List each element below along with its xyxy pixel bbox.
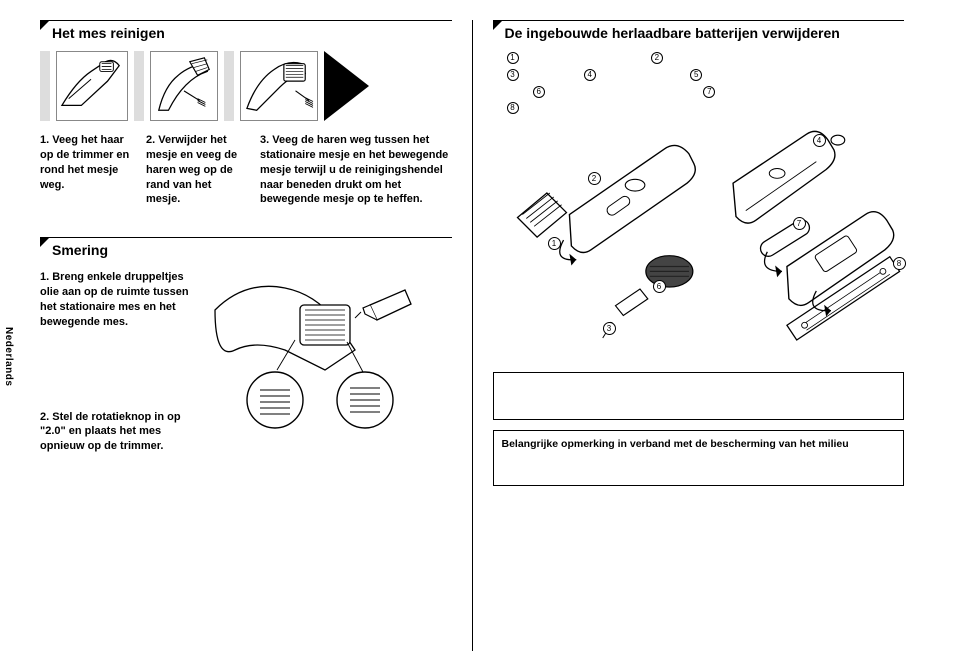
notice-box-environment: Belangrijke opmerking in verband met de … [493, 430, 905, 486]
circled-3-icon: 3 [507, 69, 519, 81]
cleaning-steps-text: 1. Veeg het haar op de trimmer en rond h… [40, 133, 452, 207]
fig-circled-7-icon: 7 [793, 217, 806, 230]
page-root: Nederlands Het mes reinigen [0, 0, 954, 671]
fig-circled-1-icon: 1 [548, 237, 561, 250]
section-title-lubrication: Smering [40, 237, 452, 258]
step-3-text: 3. Veeg de haren weg tussen het stationa… [260, 133, 452, 207]
step-2-text: 2. Verwijder het mesje en veeg de haren … [146, 133, 246, 207]
figure-clean-2 [150, 51, 218, 121]
center-divider [472, 20, 473, 651]
step-1-text: 1. Veeg het haar op de trimmer en rond h… [40, 133, 132, 207]
left-column: Het mes reinigen [25, 20, 467, 651]
circled-5-icon: 5 [690, 69, 702, 81]
fig-circled-3-icon: 3 [603, 322, 616, 335]
circled-8-icon: 8 [507, 102, 519, 114]
section-title-cleaning: Het mes reinigen [40, 20, 452, 41]
fig-circled-8-icon: 8 [893, 257, 906, 270]
cleaning-figures-row [40, 51, 452, 121]
disassembly-figure: 1 2 3 4 6 7 8 [493, 122, 905, 362]
decorative-stripe [224, 51, 234, 121]
circled-7-icon: 7 [703, 86, 715, 98]
env-notice-title: Belangrijke opmerking in verband met de … [502, 438, 849, 450]
lubrication-figure [205, 270, 420, 435]
lubrication-block: Smering 1. Breng enkele druppeltjes olie… [40, 237, 452, 454]
sm-step-1: 1. Breng enkele druppeltjes olie aan op … [40, 270, 195, 329]
lubrication-row: 1. Breng enkele druppeltjes olie aan op … [40, 270, 452, 454]
sm-step-2: 2. Stel de rotatieknop in op "2.0" en pl… [40, 410, 195, 455]
language-tab-label: Nederlands [3, 327, 14, 386]
circled-2-icon: 2 [651, 52, 663, 64]
intro-number-list: 1 2 3 4 5 [505, 49, 905, 116]
fig-circled-4-icon: 4 [813, 134, 826, 147]
notice-box-1 [493, 372, 905, 420]
circled-1-icon: 1 [507, 52, 519, 64]
circled-6-icon: 6 [533, 86, 545, 98]
fig-circled-6-icon: 6 [653, 280, 666, 293]
right-column: De ingebouwde herlaadbare batterijen ver… [478, 20, 920, 651]
decorative-stripe [40, 51, 50, 121]
lubrication-text-col: 1. Breng enkele druppeltjes olie aan op … [40, 270, 195, 454]
decorative-stripe [134, 51, 144, 121]
figure-clean-1 [56, 51, 128, 121]
large-arrow-icon [324, 51, 369, 121]
circled-4-icon: 4 [584, 69, 596, 81]
section-title-battery: De ingebouwde herlaadbare batterijen ver… [493, 20, 905, 41]
figure-clean-3 [240, 51, 318, 121]
fig-circled-2-icon: 2 [588, 172, 601, 185]
